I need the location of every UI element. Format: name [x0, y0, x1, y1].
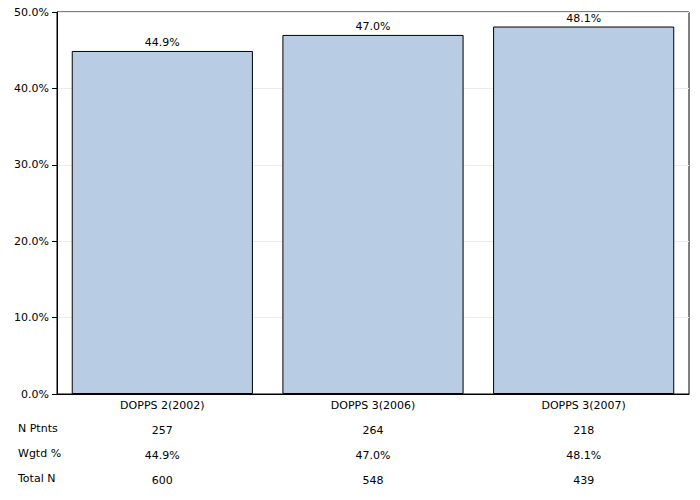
svg-text:DOPPS 3(2007): DOPPS 3(2007) — [541, 399, 625, 412]
svg-text:20.0%: 20.0% — [14, 235, 49, 248]
svg-text:Total N: Total N — [17, 472, 55, 485]
svg-text:10.0%: 10.0% — [14, 311, 49, 324]
svg-text:264: 264 — [363, 424, 384, 437]
svg-text:47.0%: 47.0% — [356, 449, 391, 462]
svg-text:0.0%: 0.0% — [21, 388, 49, 401]
svg-text:DOPPS 2(2002): DOPPS 2(2002) — [120, 399, 204, 412]
svg-text:40.0%: 40.0% — [14, 82, 49, 95]
svg-text:600: 600 — [152, 474, 173, 487]
svg-text:DOPPS 3(2006): DOPPS 3(2006) — [331, 399, 415, 412]
svg-text:48.1%: 48.1% — [566, 449, 601, 462]
svg-text:548: 548 — [363, 474, 384, 487]
svg-text:44.9%: 44.9% — [145, 36, 180, 49]
svg-text:50.0%: 50.0% — [14, 6, 49, 19]
svg-text:30.0%: 30.0% — [14, 158, 49, 171]
svg-text:257: 257 — [152, 424, 173, 437]
svg-text:48.1%: 48.1% — [566, 12, 601, 25]
svg-text:439: 439 — [573, 474, 594, 487]
svg-text:218: 218 — [573, 424, 594, 437]
svg-text:Wgtd %: Wgtd % — [18, 447, 61, 460]
svg-text:47.0%: 47.0% — [356, 20, 391, 33]
svg-text:44.9%: 44.9% — [145, 449, 180, 462]
svg-text:N Ptnts: N Ptnts — [18, 422, 58, 435]
